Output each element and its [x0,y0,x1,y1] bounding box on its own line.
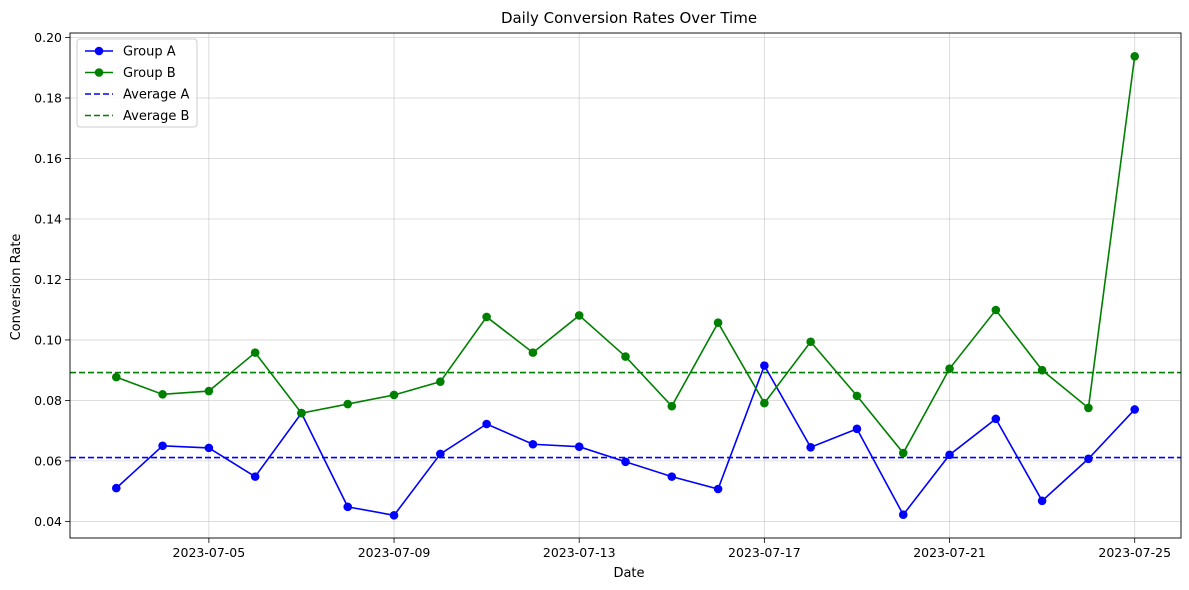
x-tick-label: 2023-07-21 [913,545,986,560]
average-lines [70,371,1181,459]
y-tick-label: 0.04 [34,514,62,529]
x-tick-label: 2023-07-25 [1098,545,1171,560]
group-a-point [806,442,815,452]
plot-frame [69,32,1182,539]
group-a-point [204,443,214,453]
group-b-point [204,386,214,396]
x-axis-title: Date [613,566,644,581]
group-b-point [806,337,815,347]
group-b-point [667,401,677,411]
y-tick-label: 0.14 [34,211,62,226]
group-b-point [158,390,167,399]
group-a-point [621,457,630,467]
group-a-point [250,472,260,481]
x-tick-label: 2023-07-09 [358,545,431,560]
group-a-point [760,361,769,370]
group-b-point [1037,365,1047,375]
group-a-point [111,483,121,493]
legend-box [76,38,198,128]
group-a-point [389,511,399,520]
group-a-point [343,502,353,512]
group-b-point [250,348,260,357]
group-b-point [852,391,862,401]
group-a-point [528,439,538,449]
group-a-point [667,472,677,481]
group-b-point [297,408,306,418]
legend-label: Group B [123,66,176,81]
x-tick-label: 2023-07-13 [543,545,616,560]
legend-label: Average B [123,109,189,124]
y-tick-label: 0.12 [34,272,62,287]
legend-label: Group A [123,45,176,60]
group-a-point [1037,496,1047,506]
group-b-point [574,311,584,320]
data-series [111,51,1140,520]
group-b-point [898,448,908,458]
y-tick-label: 0.18 [34,91,62,106]
y-tick-label: 0.16 [34,151,62,166]
group-b-point [760,398,769,408]
axes: 0.04 0.06 0.08 0.10 0.12 0.14 0.16 0.18 0.20 2023… [34,30,1182,560]
group-b-point [389,390,399,400]
group-a-point [1084,454,1093,464]
y-tick-label: 0.10 [34,332,62,347]
y-tick-label: 0.06 [34,453,62,468]
group-b-point [528,348,538,357]
group-a-point [482,419,491,429]
group-b-point [1084,403,1093,413]
group-a-point [898,510,908,520]
y-tick-label: 0.08 [34,393,62,408]
group-b-point [343,399,353,409]
legend-label: Average A [123,88,190,103]
legend-marker-swatch [94,68,104,77]
x-tick-label: 2023-07-05 [173,545,246,560]
group-a-point [945,450,954,460]
chart-title: Daily Conversion Rates Over Time [501,9,757,27]
group-a-point [1130,405,1140,414]
group-b-point [1130,51,1140,61]
x-tick-label: 2023-07-17 [728,545,801,560]
group-b-point [991,305,1001,315]
group-a-line [115,363,1136,517]
group-a-point [852,424,862,434]
group-a-point [436,449,445,459]
group-b-point [436,377,445,386]
group-a-point [574,442,584,451]
legend-marker-swatch [94,46,104,56]
group-b-point [621,352,630,361]
group-b-point [945,364,954,373]
group-b-point [482,312,491,322]
group-b-point [713,318,723,327]
legend: Group A Group B Average A Average B [76,38,198,128]
y-axis-title: Conversion Rate [9,234,24,341]
group-b-line [116,56,1136,455]
group-b-point [111,372,121,382]
group-a-point [991,414,1001,424]
y-tick-label: 0.20 [34,30,62,45]
group-a-point [713,484,723,494]
group-a-point [158,441,167,451]
